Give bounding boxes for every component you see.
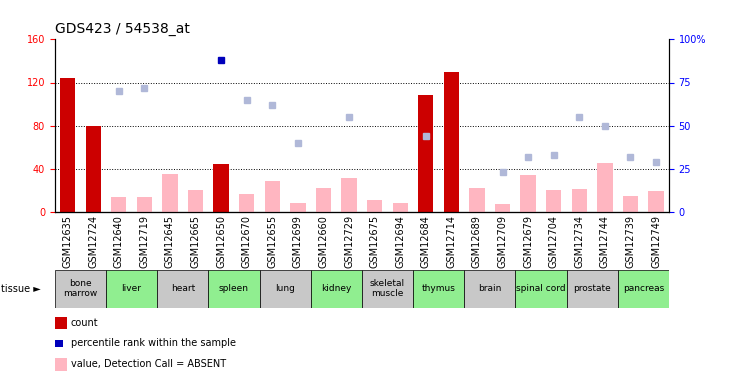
Text: GSM12670: GSM12670	[242, 215, 251, 268]
Bar	[618, 270, 669, 308]
Bar	[362, 270, 413, 308]
Bar	[597, 164, 613, 212]
Bar	[290, 203, 306, 212]
Text: GSM12675: GSM12675	[370, 215, 379, 268]
Bar	[316, 188, 331, 212]
Bar	[106, 270, 157, 308]
Bar	[515, 270, 567, 308]
Text: GSM12699: GSM12699	[293, 215, 303, 268]
Bar	[418, 96, 433, 212]
Text: pancreas: pancreas	[623, 284, 664, 293]
Bar	[188, 190, 203, 212]
Text: GSM12709: GSM12709	[498, 215, 507, 268]
Text: brain: brain	[478, 284, 501, 293]
Bar	[260, 270, 311, 308]
Text: GSM12684: GSM12684	[421, 215, 431, 268]
Bar	[393, 203, 408, 212]
Bar	[546, 190, 561, 212]
Bar	[648, 191, 664, 212]
Text: GSM12650: GSM12650	[216, 215, 226, 268]
Text: GSM12689: GSM12689	[472, 215, 482, 268]
Bar	[239, 194, 254, 212]
Bar	[137, 197, 152, 212]
Text: GSM12665: GSM12665	[191, 215, 200, 268]
Text: GSM12724: GSM12724	[88, 215, 98, 268]
Text: heart: heart	[170, 284, 195, 293]
Bar	[341, 178, 357, 212]
Bar	[111, 197, 126, 212]
Bar	[162, 174, 178, 212]
Text: percentile rank within the sample: percentile rank within the sample	[71, 338, 236, 348]
Text: GSM12660: GSM12660	[319, 215, 328, 268]
Text: GSM12640: GSM12640	[114, 215, 124, 268]
Text: GSM12739: GSM12739	[626, 215, 635, 268]
Text: liver: liver	[121, 284, 142, 293]
Text: spleen: spleen	[219, 284, 249, 293]
Bar	[464, 270, 515, 308]
Bar	[444, 72, 459, 212]
Bar	[567, 270, 618, 308]
Bar	[495, 204, 510, 212]
Text: GSM12655: GSM12655	[268, 215, 277, 268]
Bar	[265, 181, 280, 212]
Text: count: count	[71, 318, 99, 327]
Text: prostate: prostate	[573, 284, 611, 293]
Bar	[469, 188, 485, 212]
Text: GSM12729: GSM12729	[344, 215, 354, 268]
Text: kidney: kidney	[321, 284, 352, 293]
Text: GSM12645: GSM12645	[165, 215, 175, 268]
Bar	[213, 164, 229, 212]
Text: GSM12679: GSM12679	[523, 215, 533, 268]
Text: GSM12635: GSM12635	[63, 215, 72, 268]
Text: tissue ►: tissue ►	[1, 284, 40, 294]
Text: GSM12734: GSM12734	[575, 215, 584, 268]
Bar	[157, 270, 208, 308]
Text: value, Detection Call = ABSENT: value, Detection Call = ABSENT	[71, 359, 226, 369]
Bar	[55, 270, 106, 308]
Text: GSM12744: GSM12744	[600, 215, 610, 268]
Text: GSM12694: GSM12694	[395, 215, 405, 268]
Text: thymus: thymus	[422, 284, 455, 293]
Bar	[520, 175, 536, 212]
Text: GSM12714: GSM12714	[447, 215, 456, 268]
Text: GSM12749: GSM12749	[651, 215, 661, 268]
Bar	[60, 78, 75, 212]
Text: spinal cord: spinal cord	[516, 284, 566, 293]
Text: skeletal
muscle: skeletal muscle	[370, 279, 405, 298]
Text: GSM12719: GSM12719	[140, 215, 149, 268]
Bar	[413, 270, 464, 308]
Text: bone
marrow: bone marrow	[64, 279, 97, 298]
Text: GSM12704: GSM12704	[549, 215, 558, 268]
Bar	[623, 196, 638, 212]
Bar	[311, 270, 362, 308]
Bar	[367, 200, 382, 212]
Text: lung: lung	[275, 284, 295, 293]
Bar	[86, 126, 101, 212]
Bar	[208, 270, 260, 308]
Text: GDS423 / 54538_at: GDS423 / 54538_at	[55, 22, 190, 36]
Bar	[572, 189, 587, 212]
